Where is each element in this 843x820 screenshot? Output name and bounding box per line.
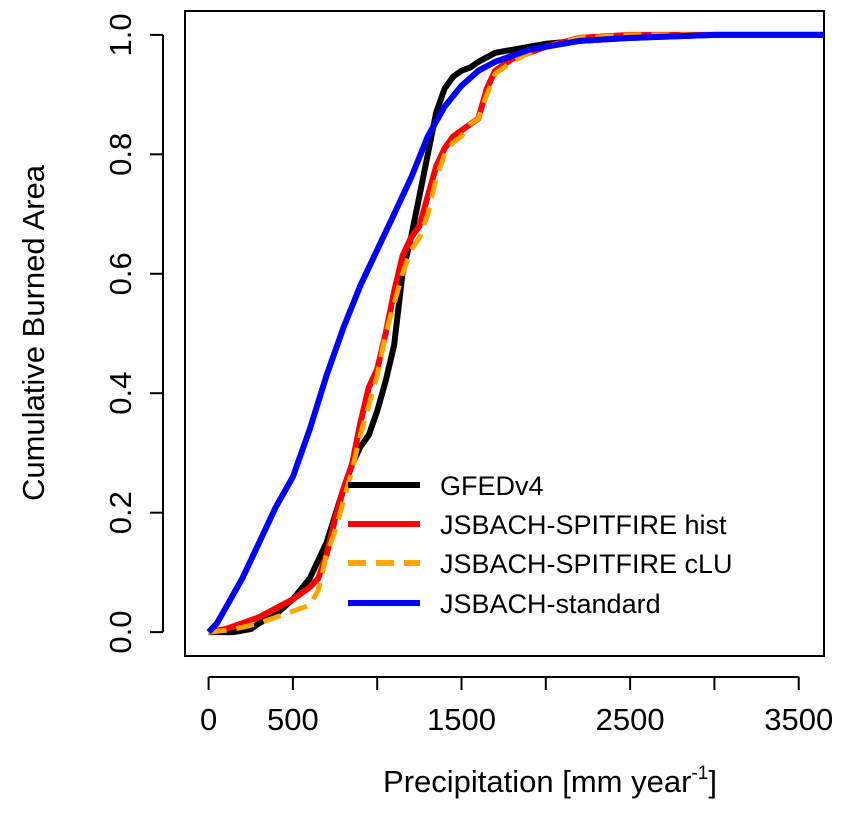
x-axis-title-superscript: -1 <box>691 763 708 784</box>
x-tick-label: 500 <box>267 702 319 737</box>
y-tick-label: 0.2 <box>103 491 138 534</box>
y-tick-label: 0.0 <box>103 611 138 654</box>
y-tick-label: 0.4 <box>103 372 138 415</box>
x-tick-label: 1500 <box>427 702 496 737</box>
legend-label-jsbach-spitfire-clu: JSBACH-SPITFIRE cLU <box>440 549 733 579</box>
x-tick-label: 0 <box>200 702 217 737</box>
y-axis: 0.0 0.2 0.4 0.6 0.8 1.0 <box>103 13 164 654</box>
y-axis-title: Cumulative Burned Area <box>16 164 51 501</box>
series-line-jsbach-standard <box>206 31 824 635</box>
legend-label-jsbach-spitfire-hist: JSBACH-SPITFIRE hist <box>440 510 727 540</box>
legend-label-jsbach-standard: JSBACH-standard <box>440 589 661 619</box>
series-line-gfedv4 <box>208 31 824 636</box>
x-tick-label: 2500 <box>596 702 665 737</box>
y-tick-label: 0.8 <box>103 133 138 176</box>
y-tick-label: 0.6 <box>103 252 138 295</box>
x-axis-title-main: Precipitation [mm year <box>383 764 691 799</box>
y-tick-label: 1.0 <box>103 13 138 56</box>
series-layer <box>206 31 824 636</box>
plot-box <box>184 10 825 657</box>
legend: GFEDv4 JSBACH-SPITFIRE hist JSBACH-SPITFIR… <box>348 471 733 619</box>
x-axis-title-suffix: ] <box>708 764 717 799</box>
series-line-jsbach-spitfire-hist <box>208 31 824 636</box>
x-axis-title: Precipitation [mm year-1] <box>383 763 717 799</box>
x-tick-label: 3500 <box>764 702 833 737</box>
series-line-jsbach-spitfire-clu <box>208 32 824 635</box>
legend-label-gfedv4: GFEDv4 <box>440 471 544 501</box>
x-axis: 0 500 1500 2500 3500 <box>200 676 833 737</box>
